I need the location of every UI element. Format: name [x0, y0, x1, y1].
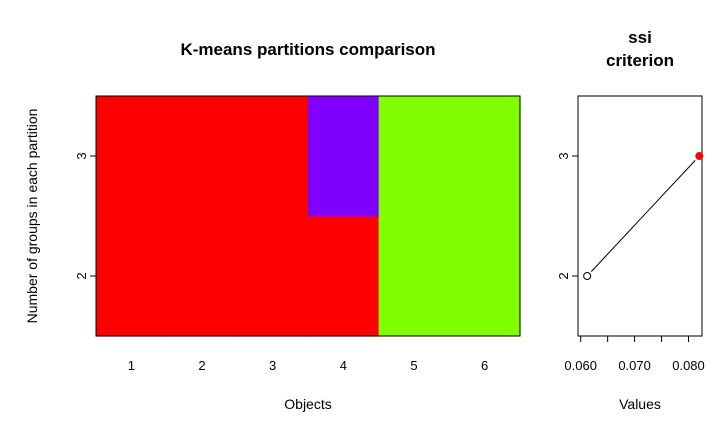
ssi-point-open [583, 272, 592, 280]
ssi-point-filled [695, 152, 704, 160]
heat-cell [378, 216, 450, 337]
heat-cell [96, 96, 168, 217]
heat-cell [449, 216, 521, 337]
x-tick-label: 6 [481, 358, 488, 373]
ssi-marks [583, 152, 704, 280]
partitions-x-label: Objects [284, 396, 331, 412]
x-tick-label: 4 [340, 358, 347, 373]
heat-cell [378, 96, 450, 217]
ssi-title-line-2: criterion [606, 51, 674, 70]
ssi-x-tick-label: 0.070 [618, 358, 651, 373]
heat-cell [166, 216, 238, 337]
ssi-x-axis: 0.060 0.070 0.080 [564, 336, 705, 373]
ssi-x-label: Values [619, 396, 661, 412]
ssi-plot-frame [577, 95, 703, 337]
y-tick-label: 2 [74, 272, 89, 279]
partitions-y-label: Number of groups in each partition [24, 109, 40, 324]
heat-cell [166, 96, 238, 217]
ssi-x-tick-label: 0.060 [564, 358, 597, 373]
heat-cell [237, 216, 309, 337]
partitions-title: K-means partitions comparison [180, 40, 435, 59]
ssi-title-line-1: ssi [628, 28, 652, 47]
ssi-connect-line [590, 160, 696, 272]
x-tick-label: 5 [410, 358, 417, 373]
x-tick-label: 3 [269, 358, 276, 373]
partitions-plot-frame [95, 95, 521, 337]
x-tick-label: 2 [198, 358, 205, 373]
heatmap-cells [96, 96, 521, 337]
heat-cell [308, 216, 380, 337]
partitions-y-axis: 23 [74, 152, 96, 280]
ssi-y-tick-label: 3 [556, 152, 571, 159]
ssi-y-axis: 23 [556, 152, 578, 280]
partitions-x-axis: 1 2 3 4 5 6 [128, 358, 489, 373]
heat-cell [449, 96, 521, 217]
ssi-y-tick-label: 2 [556, 272, 571, 279]
y-tick-label: 3 [74, 152, 89, 159]
ssi-panel: ssi criterion 0.060 0.070 0.080 23 Values [556, 28, 705, 412]
heat-cell [96, 216, 168, 337]
x-tick-label: 1 [128, 358, 135, 373]
ssi-x-tick-label: 0.080 [672, 358, 705, 373]
heat-cell [237, 96, 309, 217]
heat-cell [308, 96, 380, 217]
